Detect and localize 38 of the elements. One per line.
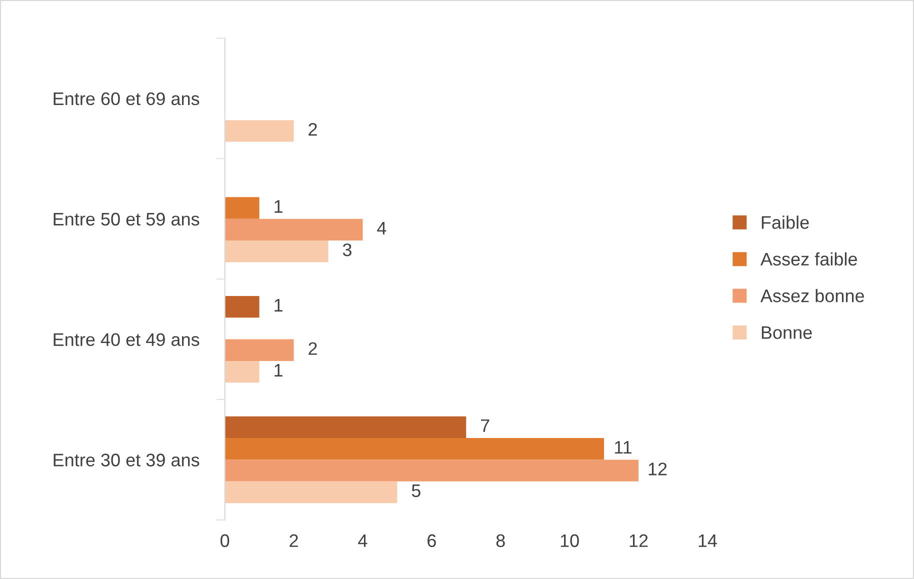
bar: [224, 240, 328, 262]
bar: [224, 481, 398, 504]
data-label: 5: [412, 484, 420, 498]
data-label: 7: [481, 419, 490, 432]
x-tick-label: 10: [560, 534, 579, 548]
bar: [224, 218, 363, 241]
bar: [224, 460, 638, 482]
bar: [224, 296, 260, 318]
bar: [224, 197, 260, 219]
data-label: 1: [274, 364, 282, 376]
bar: [224, 339, 294, 361]
data-label: 11: [614, 441, 632, 454]
bar: [224, 416, 466, 438]
legend-label: Assez faible: [760, 252, 857, 266]
data-label: 12: [648, 462, 667, 476]
y-tick-label: Entre 30 et 39 ans: [54, 454, 200, 466]
x-tick-label: 12: [630, 534, 648, 547]
y-tick-label: Entre 50 et 59 ans: [54, 212, 200, 226]
x-tick-label: 6: [428, 534, 436, 548]
bar: [224, 438, 604, 460]
legend-label: Assez bonne: [760, 289, 864, 302]
x-tick-label: 14: [698, 534, 717, 547]
y-tick-label: Entre 40 et 49 ans: [54, 333, 200, 346]
legend-label: Faible: [762, 216, 809, 229]
legend-label: Bonne: [762, 326, 812, 339]
bar: [224, 120, 294, 142]
x-tick-label: 4: [358, 534, 368, 547]
y-tick-label: Entre 60 et 69 ans: [54, 92, 200, 106]
data-label: 2: [308, 123, 317, 136]
x-tick-label: 8: [496, 534, 505, 548]
data-label: 4: [377, 222, 386, 234]
x-tick-label: 2: [290, 534, 298, 547]
bar: [224, 360, 260, 383]
x-tick-label: 0: [220, 534, 230, 548]
data-label: 3: [342, 243, 352, 256]
data-label: 1: [274, 200, 282, 213]
data-label: 2: [308, 342, 317, 355]
data-label: 1: [274, 299, 282, 312]
